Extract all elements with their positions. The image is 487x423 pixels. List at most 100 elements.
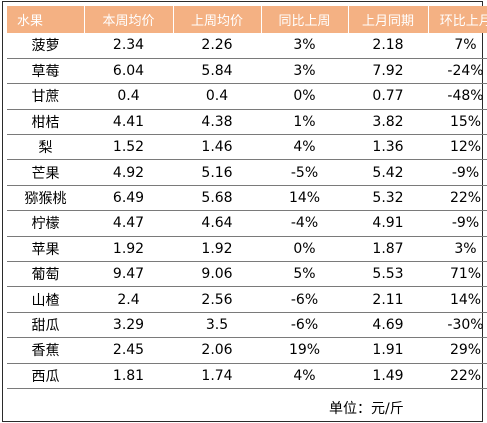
last-week-avg-cell: 2.06 bbox=[201, 342, 233, 359]
last-month-same-period-cell: 0.77 bbox=[372, 88, 404, 105]
fruit-name-cell: 西瓜 bbox=[31, 368, 60, 385]
this-week-avg-cell: 0.4 bbox=[117, 88, 140, 105]
week-over-week-cell: -6% bbox=[290, 316, 319, 333]
this-week-avg-cell: 6.49 bbox=[112, 190, 145, 207]
this-week-avg-cell: 2.45 bbox=[112, 342, 145, 359]
this-week-avg-cell: 2.34 bbox=[112, 37, 145, 54]
fruit-name-cell: 山楂 bbox=[31, 292, 60, 309]
month-over-month-cell: 14% bbox=[449, 291, 482, 308]
this-week-avg-cell: 6.04 bbox=[112, 63, 145, 80]
month-over-month-cell: 15% bbox=[449, 113, 482, 130]
table-row: 香蕉 2.45 2.06 19% 1.91 29% bbox=[7, 338, 487, 364]
header-week-over-week: 同比上周 bbox=[261, 6, 349, 33]
last-month-same-period-cell: 4.69 bbox=[372, 316, 404, 333]
fruit-name-cell: 香蕉 bbox=[31, 343, 60, 360]
table-row: 柑桔 4.41 4.38 1% 3.82 15% bbox=[7, 109, 487, 135]
table-row: 猕猴桃 6.49 5.68 14% 5.32 22% bbox=[7, 185, 487, 211]
last-month-same-period-cell: 5.42 bbox=[372, 164, 404, 181]
fruit-name-cell: 柠檬 bbox=[31, 216, 60, 233]
week-over-week-cell: 14% bbox=[288, 190, 321, 207]
month-over-month-cell: -9% bbox=[451, 164, 480, 181]
month-over-month-cell: -24% bbox=[447, 63, 484, 80]
table-header: 水果 本周均价 上周均价 同比上周 上月同期 环比上月 bbox=[7, 6, 487, 33]
this-week-avg-cell: 2.4 bbox=[117, 291, 140, 308]
header-fruit: 水果 bbox=[7, 6, 85, 33]
last-week-avg-cell: 5.68 bbox=[201, 190, 233, 207]
last-month-same-period-cell: 3.82 bbox=[372, 113, 404, 130]
this-week-avg-cell: 4.47 bbox=[112, 215, 145, 232]
month-over-month-cell: -30% bbox=[447, 316, 484, 333]
week-over-week-cell: -6% bbox=[290, 291, 319, 308]
last-month-same-period-cell: 7.92 bbox=[372, 63, 404, 80]
this-week-avg-cell: 4.41 bbox=[112, 113, 145, 130]
week-over-week-cell: -4% bbox=[290, 215, 319, 232]
month-over-month-cell: 7% bbox=[454, 37, 477, 54]
table-row: 草莓 6.04 5.84 3% 7.92 -24% bbox=[7, 58, 487, 84]
last-week-avg-cell: 0.4 bbox=[205, 88, 229, 105]
last-week-avg-cell: 1.92 bbox=[201, 240, 233, 257]
week-over-week-cell: 19% bbox=[288, 342, 321, 359]
week-over-week-cell: 0% bbox=[293, 240, 316, 257]
fruit-name-cell: 菠萝 bbox=[31, 38, 60, 55]
last-month-same-period-cell: 1.49 bbox=[372, 367, 404, 384]
last-month-same-period-cell: 2.11 bbox=[372, 291, 404, 308]
last-week-avg-cell: 2.56 bbox=[201, 291, 233, 308]
month-over-month-cell: 22% bbox=[449, 190, 482, 207]
month-over-month-cell: -48% bbox=[447, 88, 484, 105]
fruit-name-cell: 梨 bbox=[38, 140, 53, 157]
table-body: 菠萝 2.34 2.26 3% 2.18 7% 草莓 6.04 5.84 3% 7.92 -24% 甘蔗… bbox=[7, 33, 487, 389]
table-row: 梨 1.52 1.46 4% 1.36 12% bbox=[7, 135, 487, 160]
month-over-month-cell: 3% bbox=[454, 240, 477, 257]
fruit-name-cell: 葡萄 bbox=[31, 267, 60, 284]
last-week-avg-cell: 4.38 bbox=[201, 113, 233, 130]
table-row: 菠萝 2.34 2.26 3% 2.18 7% bbox=[7, 33, 487, 59]
header-last-month-same-period: 上月同期 bbox=[348, 6, 429, 33]
fruit-name-cell: 甘蔗 bbox=[31, 89, 60, 106]
week-over-week-cell: 5% bbox=[293, 266, 316, 283]
this-week-avg-cell: 1.92 bbox=[112, 240, 145, 257]
week-over-week-cell: 0% bbox=[293, 88, 316, 105]
fruit-name-cell: 草莓 bbox=[31, 64, 60, 81]
table-row: 苹果 1.92 1.92 0% 1.87 3% bbox=[7, 236, 487, 262]
this-week-avg-cell: 1.81 bbox=[112, 367, 145, 384]
table-row: 葡萄 9.47 9.06 5% 5.53 71% bbox=[7, 262, 487, 287]
unit-note: 单位：元/斤 bbox=[329, 401, 404, 417]
last-week-avg-cell: 2.26 bbox=[201, 37, 233, 54]
header-last-week-avg: 上周均价 bbox=[173, 6, 262, 33]
last-month-same-period-cell: 1.36 bbox=[372, 139, 404, 156]
last-month-same-period-cell: 5.32 bbox=[372, 190, 404, 207]
week-over-week-cell: 1% bbox=[293, 113, 316, 130]
fruit-name-cell: 柑桔 bbox=[31, 114, 60, 131]
fruit-name-cell: 猕猴桃 bbox=[24, 191, 67, 208]
header-month-over-month: 环比上月 bbox=[439, 14, 487, 29]
fruit-name-cell: 甜瓜 bbox=[31, 317, 60, 334]
last-week-avg-cell: 1.74 bbox=[201, 367, 233, 384]
table-row: 山楂 2.4 2.56 -6% 2.11 14% bbox=[7, 287, 487, 313]
last-week-avg-cell: 4.64 bbox=[201, 215, 233, 232]
table-row: 西瓜 1.81 1.74 4% 1.49 22% bbox=[7, 363, 487, 389]
last-month-same-period-cell: 4.91 bbox=[372, 215, 404, 232]
month-over-month-cell: 22% bbox=[449, 367, 482, 384]
table-row: 芒果 4.92 5.16 -5% 5.42 -9% bbox=[7, 160, 487, 186]
this-week-avg-cell: 9.47 bbox=[112, 266, 145, 283]
last-month-same-period-cell: 1.91 bbox=[372, 342, 404, 359]
this-week-avg-cell: 4.92 bbox=[112, 164, 145, 181]
week-over-week-cell: 3% bbox=[293, 63, 316, 80]
this-week-avg-cell: 1.52 bbox=[112, 139, 145, 156]
month-over-month-cell: -9% bbox=[451, 215, 480, 232]
table-row: 甜瓜 3.29 3.5 -6% 4.69 -30% bbox=[7, 312, 487, 338]
table-row: 甘蔗 0.4 0.4 0% 0.77 -48% bbox=[7, 84, 487, 110]
header-row: 水果 本周均价 上周均价 同比上周 上月同期 环比上月 bbox=[7, 6, 487, 33]
last-week-avg-cell: 1.46 bbox=[201, 139, 233, 156]
week-over-week-cell: 3% bbox=[293, 37, 316, 54]
week-over-week-cell: 4% bbox=[293, 139, 316, 156]
fruit-name-cell: 苹果 bbox=[31, 241, 60, 258]
fruit-price-table: 水果 本周均价 上周均价 同比上周 上月同期 环比上月 菠萝 2.34 2.26 3%… bbox=[7, 6, 487, 389]
month-over-month-cell: 71% bbox=[449, 266, 482, 283]
header-this-week-avg: 本周均价 bbox=[84, 6, 174, 33]
week-over-week-cell: 4% bbox=[293, 367, 316, 384]
last-week-avg-cell: 5.84 bbox=[201, 63, 233, 80]
last-month-same-period-cell: 5.53 bbox=[372, 266, 404, 283]
last-week-avg-cell: 3.5 bbox=[205, 316, 229, 333]
last-week-avg-cell: 5.16 bbox=[201, 164, 233, 181]
